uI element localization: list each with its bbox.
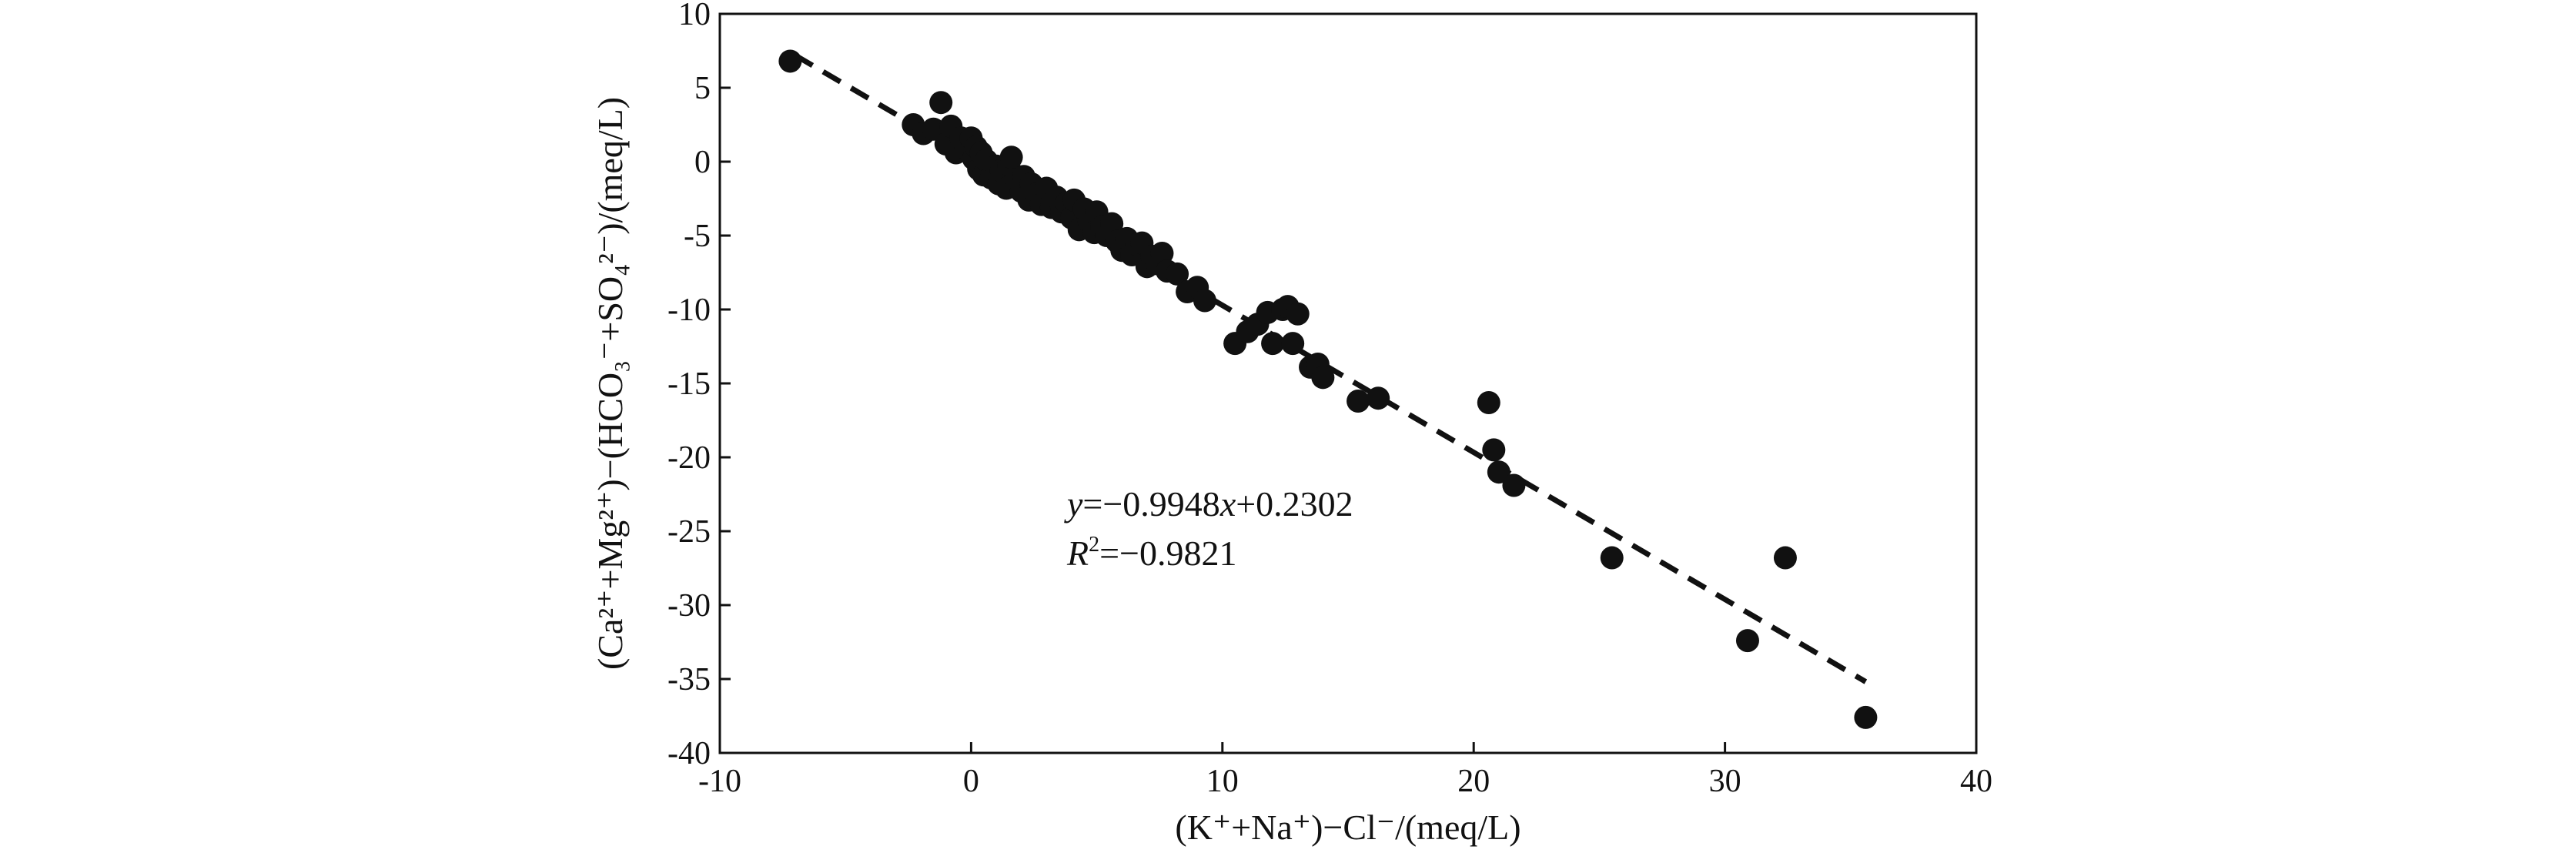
- x-axis-title-text: (K⁺+Na⁺)−Cl⁻/(meq/L): [1175, 808, 1521, 847]
- y-tick-label: -40: [667, 736, 711, 771]
- data-point: [1735, 629, 1759, 653]
- y-tick-label: -10: [667, 293, 711, 328]
- equation-slope: =−0.9948: [1082, 484, 1219, 524]
- data-point: [1311, 366, 1335, 390]
- data-point: [1773, 546, 1797, 570]
- y-tick-label: -5: [684, 219, 711, 254]
- data-point: [1347, 390, 1370, 413]
- axis-ticks: [718, 12, 1978, 754]
- equation-x: x: [1219, 484, 1236, 524]
- data-points: [778, 49, 1878, 729]
- y-tick-label: 0: [694, 145, 711, 180]
- y-tick-label: 10: [678, 0, 711, 32]
- x-tick-label: 10: [1206, 764, 1239, 799]
- y-axis-title: (Ca²⁺+Mg²⁺)−(HCO₃⁻+SO₄²⁻)/(meq/L): [590, 97, 630, 670]
- data-point: [778, 49, 802, 73]
- data-point: [1261, 332, 1285, 356]
- y-tick-label: -25: [667, 514, 711, 550]
- data-point: [1502, 473, 1526, 497]
- y-tick-label: -15: [667, 366, 711, 402]
- data-point: [929, 91, 953, 115]
- x-tick-label: 30: [1709, 764, 1741, 799]
- data-point: [1367, 386, 1390, 410]
- x-tick-label: -10: [698, 764, 741, 799]
- regression-equation: y=−0.9948x+0.2302: [1064, 484, 1353, 524]
- r2-r: R: [1066, 534, 1089, 573]
- y-tick-label: -35: [667, 662, 711, 697]
- r-squared-label: R2=−0.9821: [1066, 533, 1237, 573]
- y-tick-label: -30: [667, 588, 711, 624]
- data-point: [1166, 262, 1189, 286]
- equation-intercept: +0.2302: [1236, 484, 1353, 524]
- data-point: [1286, 302, 1310, 326]
- y-axis-title-text: (Ca²⁺+Mg²⁺)−(HCO₃⁻+SO₄²⁻)/(meq/L): [590, 97, 630, 670]
- x-tick-label: 0: [963, 764, 979, 799]
- x-tick-label: 40: [1960, 764, 1992, 799]
- x-axis-title: (K⁺+Na⁺)−Cl⁻/(meq/L): [1175, 808, 1521, 847]
- data-point: [1150, 242, 1174, 266]
- axis-tick-labels: -10 0 10 20 30 40 -40 -35 -30 -25 -20 -15 -10 -5 0 5 10: [667, 0, 1992, 799]
- data-point: [999, 146, 1023, 169]
- data-point: [1100, 212, 1124, 236]
- r2-superscript: 2: [1089, 533, 1099, 557]
- data-point: [1600, 546, 1624, 570]
- r2-value: =−0.9821: [1099, 534, 1236, 573]
- data-point: [1477, 390, 1500, 414]
- data-point: [1193, 289, 1216, 313]
- data-point: [1487, 460, 1510, 484]
- y-tick-label: 5: [694, 71, 711, 106]
- data-point: [1482, 438, 1506, 462]
- x-tick-label: 20: [1457, 764, 1490, 799]
- equation-y: y: [1064, 484, 1083, 524]
- y-tick-label: -20: [667, 440, 711, 476]
- data-point: [1281, 332, 1305, 356]
- data-point: [1854, 705, 1878, 729]
